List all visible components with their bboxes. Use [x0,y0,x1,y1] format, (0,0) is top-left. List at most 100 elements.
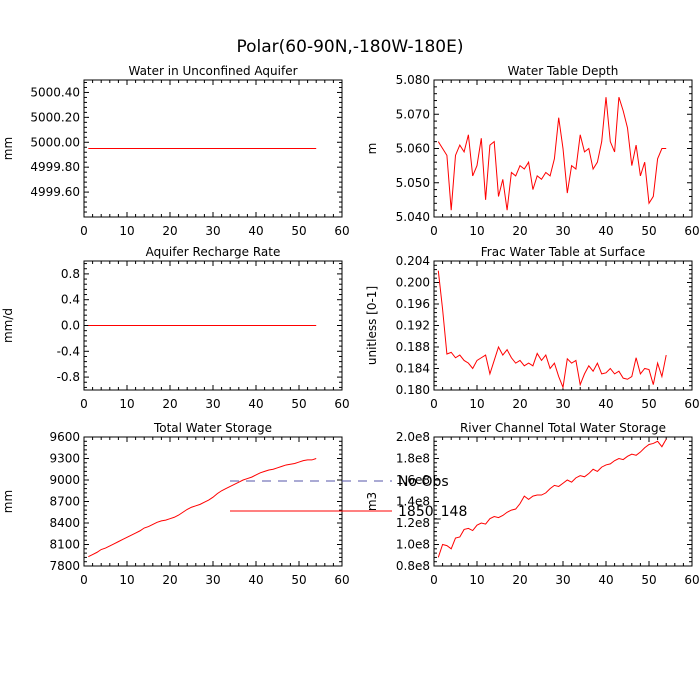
x-tick-label: 50 [291,224,306,238]
x-tick-label: 20 [512,397,527,411]
legend-label: No Obs [398,474,449,490]
x-tick-label: 10 [119,573,134,587]
x-tick-label: 20 [162,397,177,411]
panels-group: Water in Unconfined Aquifer 0 10 20 30 40 50 60… [1,64,700,587]
x-tick-label: 0 [430,397,438,411]
y-tick-label: 7800 [49,559,80,573]
x-tick-label: 20 [162,224,177,238]
x-tick-label: 0 [430,224,438,238]
series-line [88,458,317,558]
y-tick-label: 1.0e8 [396,538,430,552]
x-tick-label: 20 [512,573,527,587]
x-tick-label: 60 [684,573,699,587]
y-tick-label: -0.4 [57,344,80,358]
chart-panel: River Channel Total Water Storage 0 10 20 30… [365,421,700,587]
x-tick-label: 20 [512,224,527,238]
chart-title: Water Table Depth [508,64,619,78]
y-axis-label: m [365,143,379,155]
y-tick-label: 1.6e8 [396,473,430,487]
y-tick-label: 1.8e8 [396,452,430,466]
x-tick-label: 60 [684,397,699,411]
y-tick-label: 0.0 [61,319,80,333]
plot-frame [433,260,693,391]
y-tick-label: 1.2e8 [396,516,430,530]
chart-title: Total Water Storage [153,421,272,435]
x-tick-label: 50 [291,573,306,587]
y-tick-label: 0.184 [396,362,430,376]
y-tick-label: 5.060 [396,142,430,156]
x-tick-label: 40 [598,224,613,238]
y-tick-label: 9000 [49,473,80,487]
x-tick-label: 50 [641,224,656,238]
x-tick-label: 30 [555,573,570,587]
y-axis-label: mm [1,137,15,160]
y-tick-label: 4999.80 [30,160,80,174]
y-tick-label: 5000.00 [30,135,80,149]
x-tick-label: 0 [80,573,88,587]
series-line [437,96,667,211]
y-axis-label: m3 [365,492,379,511]
x-tick-label: 10 [469,224,484,238]
x-tick-label: 40 [248,573,263,587]
x-tick-label: 10 [119,224,134,238]
y-axis-label: mm/d [1,308,15,343]
y-tick-label: 8400 [49,516,80,530]
y-tick-label: 0.8 [61,267,80,281]
chart-title: Frac Water Table at Surface [481,245,645,259]
x-tick-label: 10 [469,573,484,587]
y-tick-label: 1.4e8 [396,495,430,509]
plot-frame [433,436,693,567]
chart-panel: Water in Unconfined Aquifer 0 10 20 30 40 50 60… [1,64,350,238]
y-tick-label: 8100 [49,538,80,552]
x-tick-label: 0 [430,573,438,587]
x-tick-label: 30 [205,224,220,238]
x-tick-label: 40 [248,224,263,238]
x-tick-label: 60 [334,573,349,587]
x-tick-label: 20 [162,573,177,587]
chart-panel: Total Water Storage 0 10 20 30 40 50 60 7800 8100… [1,421,350,587]
x-tick-label: 10 [469,397,484,411]
y-tick-label: 9300 [49,452,80,466]
series-line [437,270,667,390]
y-tick-label: 5.070 [396,107,430,121]
x-tick-label: 50 [641,573,656,587]
chart-panel: Water Table Depth 0 10 20 30 40 50 60 5.040 5.050… [365,64,700,238]
chart-title: Aquifer Recharge Rate [146,245,281,259]
x-tick-label: 30 [205,397,220,411]
y-tick-label: -0.8 [57,370,80,384]
page-title: Polar(60-90N,-180W-180E) [237,37,464,57]
y-tick-label: 4999.60 [30,185,80,199]
x-tick-label: 40 [598,573,613,587]
chart-panel: Aquifer Recharge Rate 0 10 20 30 40 50 60 -0.8 -0… [1,245,350,411]
x-tick-label: 60 [334,397,349,411]
y-tick-label: 0.204 [396,254,430,268]
y-tick-label: 5000.40 [30,85,80,99]
x-tick-label: 30 [555,224,570,238]
y-tick-label: 0.188 [396,340,430,354]
x-tick-label: 50 [641,397,656,411]
y-tick-label: 0.8e8 [396,559,430,573]
x-tick-label: 50 [291,397,306,411]
chart-panel: Frac Water Table at Surface 0 10 20 30 40 50 60… [365,245,700,411]
x-tick-label: 30 [555,397,570,411]
y-tick-label: 0.4 [61,293,80,307]
y-tick-label: 5.040 [396,210,430,224]
y-tick-label: 5.080 [396,73,430,87]
x-tick-label: 40 [248,397,263,411]
y-tick-label: 0.200 [396,276,430,290]
plot-frame [83,436,343,567]
x-tick-label: 40 [598,397,613,411]
y-tick-label: 0.196 [396,297,430,311]
x-tick-label: 60 [334,224,349,238]
y-axis-label: unitless [0-1] [365,286,379,365]
y-tick-label: 5.050 [396,176,430,190]
y-tick-label: 5000.20 [30,110,80,124]
x-tick-label: 30 [205,573,220,587]
y-tick-label: 2.0e8 [396,430,430,444]
chart-title: River Channel Total Water Storage [460,421,666,435]
x-tick-label: 0 [80,397,88,411]
x-tick-label: 60 [684,224,699,238]
y-axis-label: mm [1,490,15,513]
y-tick-label: 0.180 [396,383,430,397]
